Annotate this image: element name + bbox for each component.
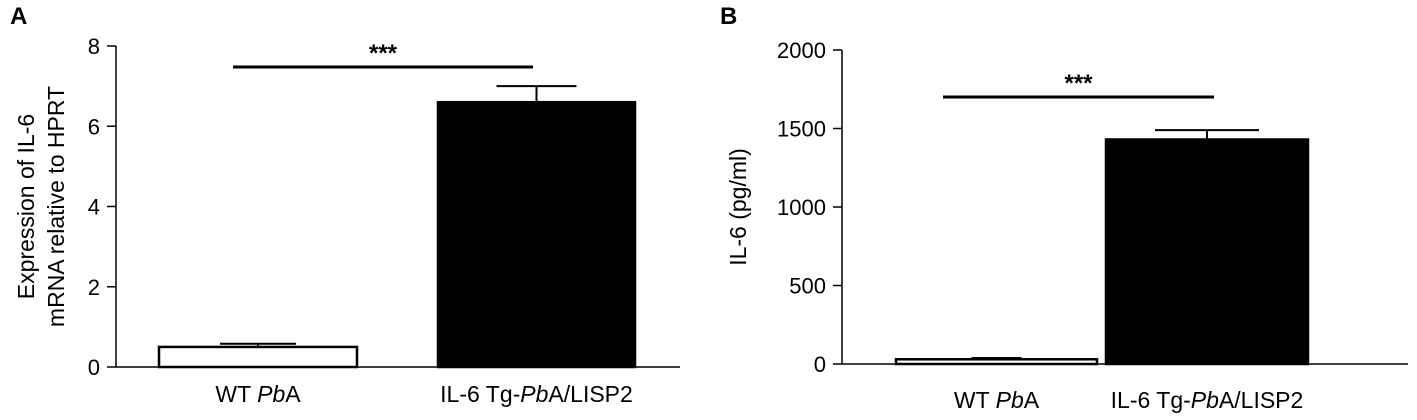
significance-marker: ***: [1064, 70, 1093, 97]
bar-1: [436, 100, 637, 369]
bar-1: [1104, 138, 1310, 366]
y-tick-label: 2000: [777, 38, 826, 63]
y-axis-title-line: mRNA relative to HPRT: [43, 86, 69, 327]
chart-panel-b: B 0 500 1000 1500 2000 IL-6 (pg/ml) WT PbA IL-6 …: [720, 3, 1408, 413]
y-tick-label: 4: [88, 195, 100, 220]
y-tick-label: 2: [88, 275, 100, 300]
significance-marker: ***: [369, 40, 398, 67]
bar-0: [157, 345, 359, 369]
y-tick-label: 1000: [777, 195, 826, 220]
chart-panel-a: A 0 2 4 6 8 Expression of IL-6 mRNA relative to…: [10, 3, 680, 407]
y-tick-label: 0: [88, 355, 100, 380]
y-tick-label: 0: [814, 352, 826, 377]
y-tick-label: 6: [88, 114, 100, 139]
category-label: IL-6 Tg-PbA/LISP2: [440, 381, 633, 407]
y-axis-title-line: IL-6 (pg/ml): [725, 148, 751, 266]
category-label: WT PbA: [215, 381, 301, 407]
y-axis-title-line: Expression of IL-6: [13, 114, 39, 299]
y-tick-label: 8: [88, 34, 100, 59]
panel-letter: B: [720, 3, 737, 30]
panel-letter: A: [10, 3, 27, 30]
y-tick-label: 1500: [777, 117, 826, 142]
category-label: WT PbA: [954, 387, 1040, 413]
bar-0: [894, 358, 1099, 366]
y-tick-label: 500: [789, 274, 826, 299]
category-label: IL-6 Tg-PbA/LISP2: [1111, 387, 1304, 413]
